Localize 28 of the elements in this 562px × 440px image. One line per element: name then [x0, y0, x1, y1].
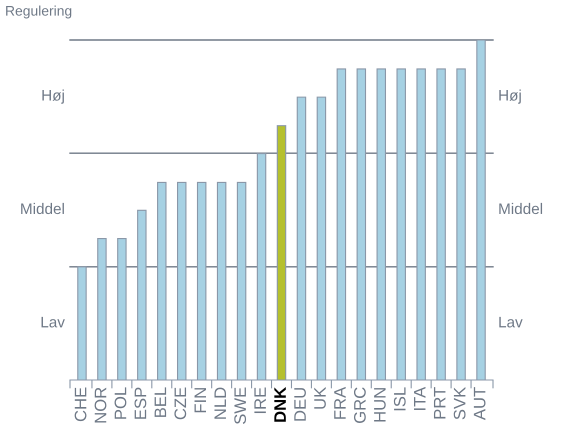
x-tick-label: ITA	[414, 386, 426, 410]
text: Høj	[499, 89, 521, 104]
x-tick-label: HUN	[374, 388, 386, 422]
text: Middel	[499, 202, 542, 214]
x-tick-label: UK	[314, 386, 326, 409]
x-tick-label: SVK	[454, 386, 466, 420]
x-tick-label: ISL	[394, 387, 406, 410]
x-tick-label: SWE	[234, 388, 246, 424]
x-tick-label: DEU	[294, 388, 306, 421]
x-tick-label: PRT	[434, 387, 446, 418]
text: Lav	[42, 316, 65, 328]
x-tick-label: FRA	[334, 386, 346, 419]
x-tick-label: NOR	[94, 388, 106, 422]
text: Lav	[499, 316, 523, 328]
x-tick-label: ESP	[134, 388, 146, 419]
x-tick-label: NLD	[214, 388, 226, 419]
x-tick-label: IRE	[254, 388, 266, 414]
x-tick-label: POL	[114, 387, 126, 419]
x-tick-label: GRC	[354, 387, 366, 423]
x-tick-label: CZE	[174, 388, 186, 420]
x-tick-label: DNK	[274, 386, 286, 422]
text: Høj	[42, 89, 64, 104]
x-tick-label: AUT	[474, 387, 486, 420]
x-tick-label: FIN	[194, 388, 206, 412]
x-tick-label: CHE	[74, 388, 86, 422]
text: Middel	[21, 202, 64, 214]
x-tick-label: BEL	[154, 387, 166, 417]
y-axis-title: Regulering	[6, 6, 72, 18]
